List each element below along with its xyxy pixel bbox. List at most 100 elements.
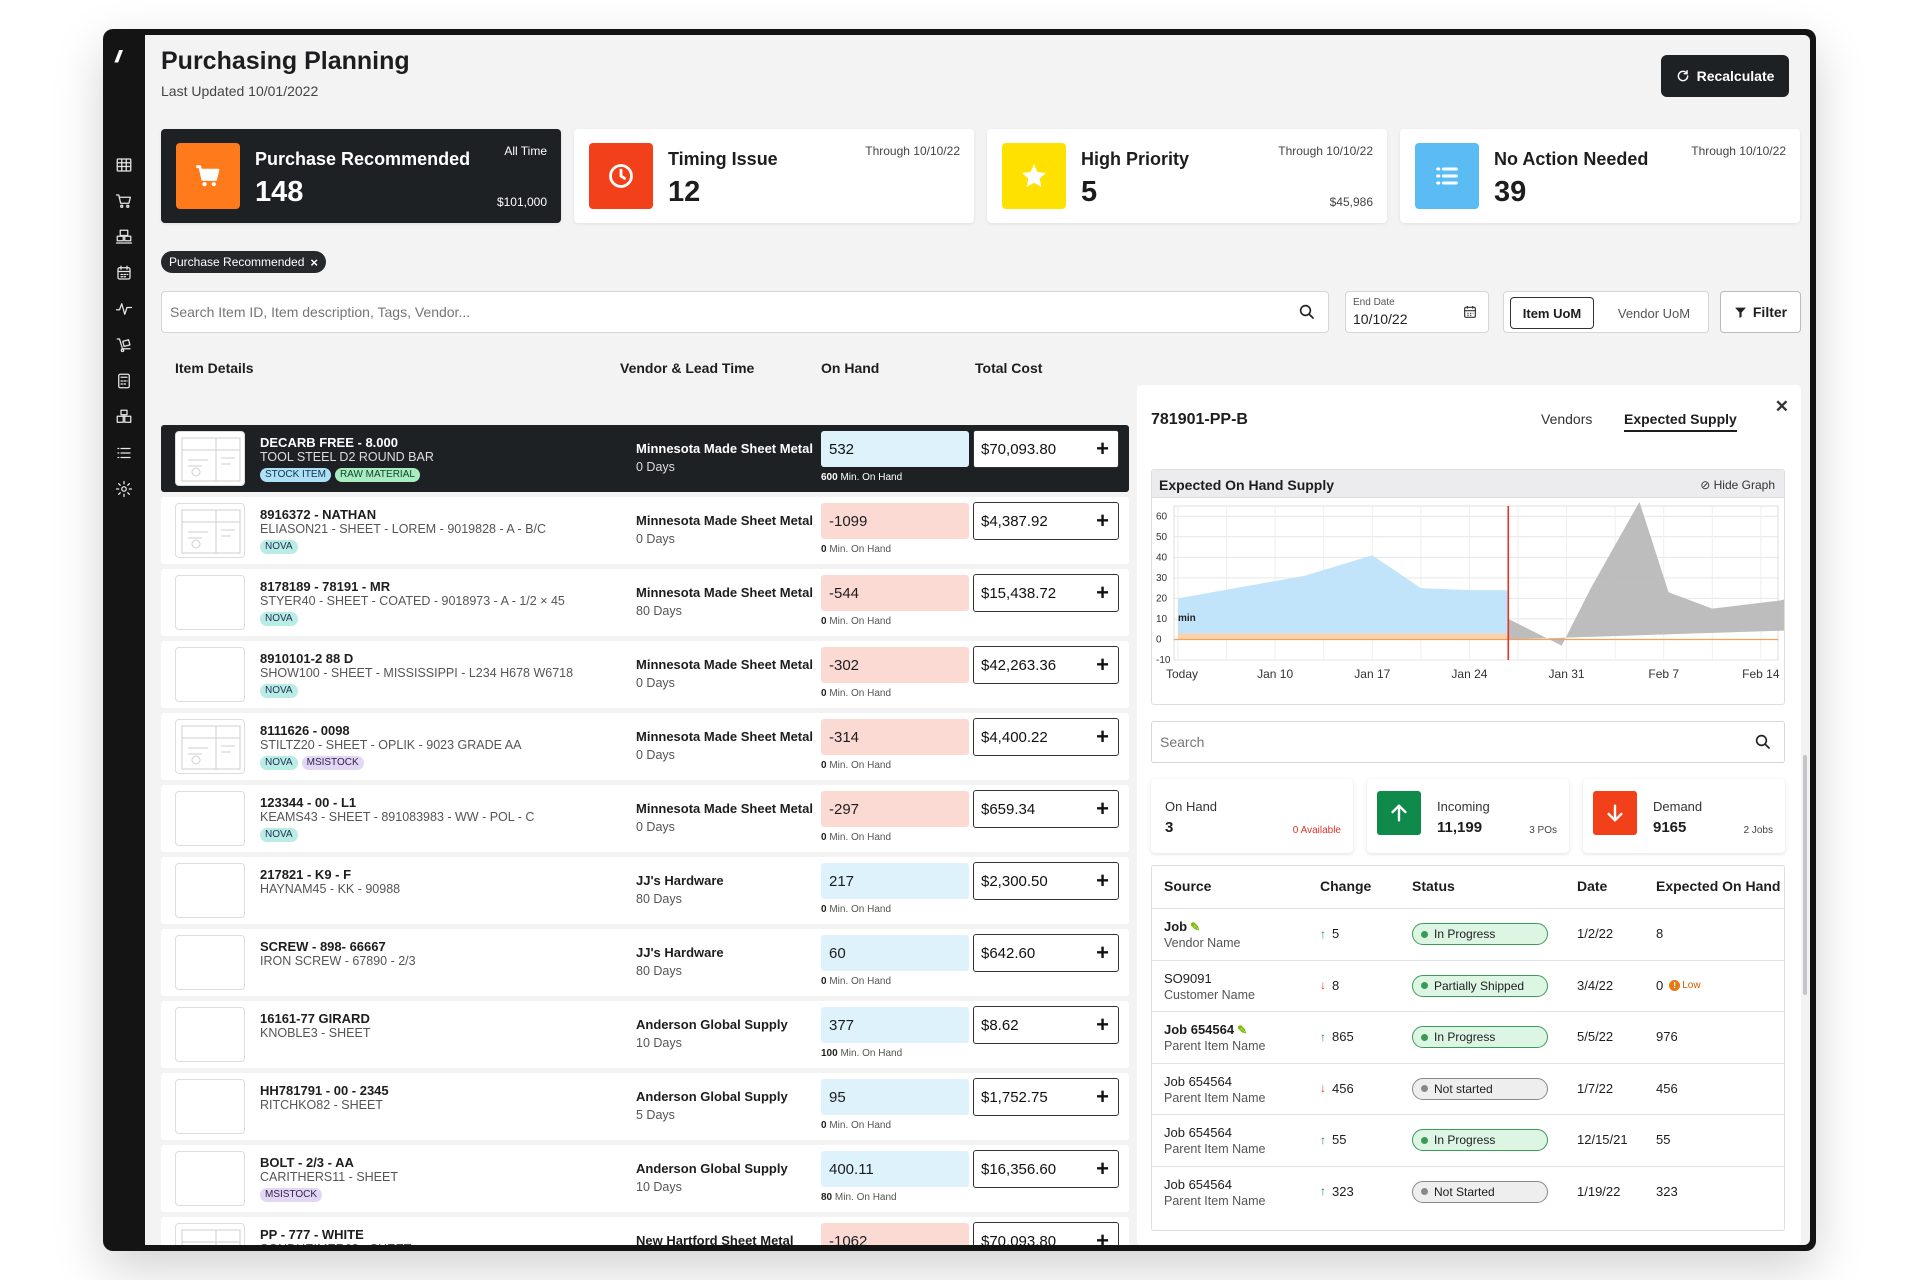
- on-hand-value[interactable]: -544: [821, 575, 969, 611]
- total-cost-field[interactable]: $1,752.75 +: [973, 1078, 1119, 1116]
- column-header-cost[interactable]: Total Cost: [975, 360, 1043, 376]
- calendar-icon[interactable]: [115, 264, 133, 282]
- vendor-uom-option[interactable]: Vendor UoM: [1617, 305, 1691, 321]
- add-icon[interactable]: +: [1096, 1084, 1109, 1109]
- add-icon[interactable]: +: [1096, 652, 1109, 677]
- gear-icon[interactable]: [115, 480, 133, 498]
- search-input[interactable]: [170, 292, 1220, 332]
- on-hand-value[interactable]: 95: [821, 1079, 969, 1115]
- grid-icon[interactable]: [115, 156, 133, 174]
- end-date-value[interactable]: 10/10/22: [1353, 311, 1408, 327]
- total-cost-field[interactable]: $642.60 +: [973, 934, 1119, 972]
- column-header-onhand[interactable]: On Hand: [821, 360, 880, 376]
- total-cost-field[interactable]: $659.34 +: [973, 790, 1119, 828]
- table-header-date[interactable]: Date: [1577, 878, 1608, 894]
- add-icon[interactable]: +: [1096, 724, 1109, 749]
- column-header-item[interactable]: Item Details: [175, 360, 254, 376]
- add-icon[interactable]: +: [1096, 580, 1109, 605]
- end-date-field[interactable]: End Date 10/10/22: [1345, 291, 1489, 333]
- search-bar[interactable]: [161, 291, 1329, 333]
- activity-icon[interactable]: [115, 300, 133, 318]
- search-icon[interactable]: [1754, 733, 1772, 751]
- table-row[interactable]: SO9091 Customer Name ↓ 8 Partially Shipped 3/…: [1152, 959, 1784, 1011]
- add-icon[interactable]: +: [1096, 940, 1109, 965]
- total-cost-field[interactable]: $15,438.72 +: [973, 574, 1119, 612]
- dolly-icon[interactable]: [115, 336, 133, 354]
- on-hand-value[interactable]: -297: [821, 791, 969, 827]
- table-row[interactable]: 8910101-2 88 D SHOW100 - SHEET - MISSISSI…: [161, 641, 1129, 708]
- on-hand-value[interactable]: -1099: [821, 503, 969, 539]
- close-icon[interactable]: ✕: [1774, 397, 1789, 416]
- panel-search-bar[interactable]: [1151, 721, 1785, 763]
- table-row[interactable]: 8178189 - 78191 - MR STYER40 - SHEET - CO…: [161, 569, 1129, 636]
- tab-expected-supply[interactable]: Expected Supply: [1624, 411, 1737, 432]
- total-cost-field[interactable]: $16,356.60 +: [973, 1150, 1119, 1188]
- hide-graph-button[interactable]: ⊘ Hide Graph: [1700, 478, 1775, 492]
- on-hand-value[interactable]: -314: [821, 719, 969, 755]
- cart-icon[interactable]: [115, 192, 133, 210]
- table-header-status[interactable]: Status: [1412, 878, 1455, 894]
- total-cost-field[interactable]: $70,093.80 +: [973, 1222, 1119, 1245]
- total-cost-field[interactable]: $2,300.50 +: [973, 862, 1119, 900]
- table-row[interactable]: Job 654564 Parent Item Name ↓ 456 Not starte…: [1152, 1062, 1784, 1114]
- table-row[interactable]: SCREW - 898- 66667 IRON SCREW - 67890 - 2…: [161, 929, 1129, 996]
- calculator-icon[interactable]: [115, 372, 133, 390]
- summary-card-high-priority[interactable]: High Priority 5 Through 10/10/22 $45,986: [987, 129, 1387, 223]
- search-icon[interactable]: [1298, 303, 1316, 321]
- on-hand-value[interactable]: 400.11: [821, 1151, 969, 1187]
- on-hand-value[interactable]: 377: [821, 1007, 969, 1043]
- table-row[interactable]: DECARB FREE - 8.000 TOOL STEEL D2 ROUND B…: [161, 425, 1129, 492]
- tab-vendors[interactable]: Vendors: [1541, 411, 1593, 427]
- table-row[interactable]: 217821 - K9 - F HAYNAM45 - KK - 90988 JJ's…: [161, 857, 1129, 924]
- table-row[interactable]: Job 654564 ✎ Parent Item Name ↑ 865 In Progre…: [1152, 1011, 1784, 1062]
- stat-incoming[interactable]: Incoming 11,199 3 POs: [1367, 779, 1569, 853]
- on-hand-value[interactable]: 217: [821, 863, 969, 899]
- table-row[interactable]: 16161-77 GIRARD KNOBLE3 - SHEET Anderson G…: [161, 1001, 1129, 1068]
- table-header-source[interactable]: Source: [1164, 878, 1212, 894]
- list-icon[interactable]: [115, 444, 133, 462]
- warehouse-icon[interactable]: [115, 408, 133, 426]
- close-icon[interactable]: ×: [310, 254, 318, 270]
- on-hand-value[interactable]: 60: [821, 935, 969, 971]
- table-row[interactable]: 123344 - 00 - L1 KEAMS43 - SHEET - 891083…: [161, 785, 1129, 852]
- add-icon[interactable]: +: [1096, 508, 1109, 533]
- item-uom-option[interactable]: Item UoM: [1510, 297, 1594, 329]
- inventory-icon[interactable]: [115, 228, 133, 246]
- add-icon[interactable]: +: [1096, 868, 1109, 893]
- calendar-icon[interactable]: [1462, 304, 1478, 320]
- table-row[interactable]: 8916372 - NATHAN ELIASON21 - SHEET - LORE…: [161, 497, 1129, 564]
- table-row[interactable]: Job ✎ Vendor Name ↑ 5 In Progress 1/2/22 8: [1152, 908, 1784, 959]
- add-icon[interactable]: +: [1096, 436, 1109, 461]
- table-row[interactable]: BOLT - 2/3 - AA CARITHERS11 - SHEET MSISTO…: [161, 1145, 1129, 1212]
- pencil-icon[interactable]: ✎: [1237, 1023, 1248, 1037]
- add-icon[interactable]: +: [1096, 1156, 1109, 1181]
- table-row[interactable]: Job 654564 Parent Item Name ↑ 55 In Progress…: [1152, 1114, 1784, 1165]
- pencil-icon[interactable]: ✎: [1190, 920, 1201, 934]
- logo[interactable]: //: [115, 47, 122, 66]
- on-hand-value[interactable]: -302: [821, 647, 969, 683]
- table-header-expected[interactable]: Expected On Hand: [1656, 878, 1781, 894]
- stat-on-hand[interactable]: On Hand 3 0 Available: [1151, 779, 1353, 853]
- recalculate-button[interactable]: Recalculate: [1661, 55, 1789, 97]
- add-icon[interactable]: +: [1096, 1228, 1109, 1246]
- add-icon[interactable]: +: [1096, 796, 1109, 821]
- summary-card-purchase-recommended[interactable]: Purchase Recommended 148 All Time $101,000: [161, 129, 561, 223]
- table-row[interactable]: 8111626 - 0098 STILTZ20 - SHEET - OPLIK -…: [161, 713, 1129, 780]
- filter-chip[interactable]: Purchase Recommended ×: [161, 251, 326, 273]
- summary-card-no-action-needed[interactable]: No Action Needed 39 Through 10/10/22: [1400, 129, 1800, 223]
- total-cost-field[interactable]: $42,263.36 +: [973, 646, 1119, 684]
- on-hand-value[interactable]: 532: [821, 431, 969, 467]
- column-header-vendor[interactable]: Vendor & Lead Time: [620, 360, 755, 376]
- table-row[interactable]: PP - 777 - WHITESONDHEIMER62 - SHEETNOVA…: [161, 1217, 1129, 1245]
- on-hand-value[interactable]: -1062: [821, 1223, 969, 1245]
- stat-demand[interactable]: Demand 9165 2 Jobs: [1583, 779, 1785, 853]
- total-cost-field[interactable]: $4,387.92 +: [973, 502, 1119, 540]
- table-row[interactable]: HH781791 - 00 - 2345 RITCHKO82 - SHEET And…: [161, 1073, 1129, 1140]
- filter-button[interactable]: Filter: [1720, 291, 1801, 333]
- table-header-change[interactable]: Change: [1320, 878, 1372, 894]
- add-icon[interactable]: +: [1096, 1012, 1109, 1037]
- panel-search-input[interactable]: [1160, 722, 1729, 762]
- panel-scrollbar[interactable]: [1803, 755, 1807, 995]
- total-cost-field[interactable]: $8.62 +: [973, 1006, 1119, 1044]
- total-cost-field[interactable]: $70,093.80 +: [973, 430, 1119, 468]
